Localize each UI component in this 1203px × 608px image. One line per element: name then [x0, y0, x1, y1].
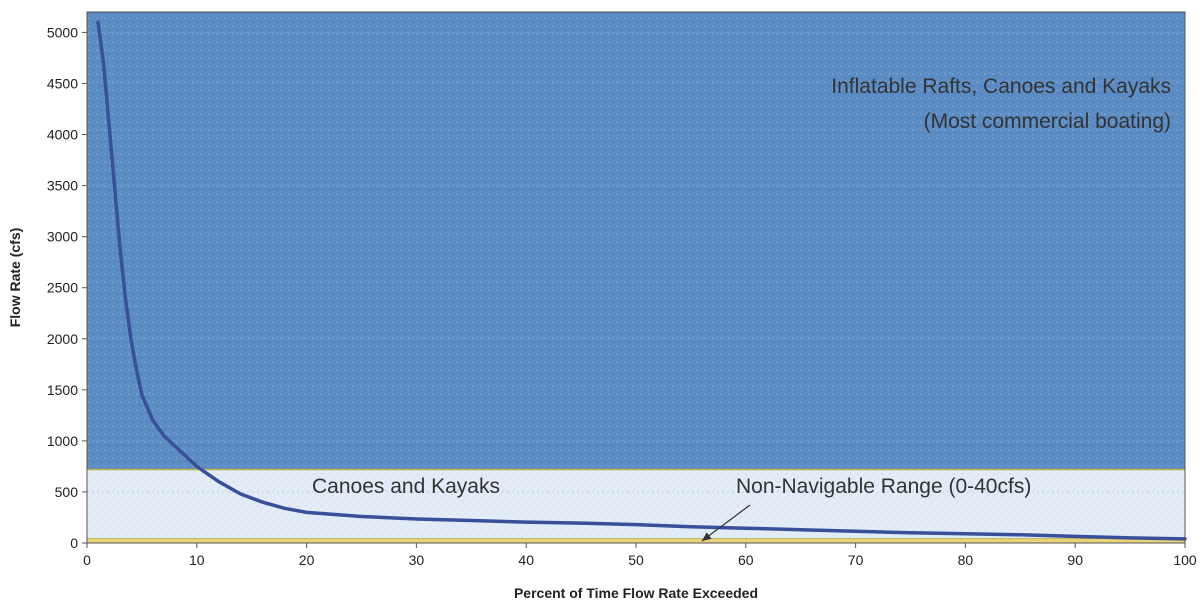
zone-bands — [87, 12, 1185, 543]
x-tick-label: 70 — [848, 552, 864, 568]
y-tick-label: 5000 — [47, 24, 78, 40]
x-axis-title: Percent of Time Flow Rate Exceeded — [514, 585, 758, 601]
rafts-zone-label-line2: (Most commercial boating) — [924, 110, 1171, 133]
y-tick-label: 4000 — [47, 127, 78, 143]
y-tick-label: 3000 — [47, 229, 78, 245]
axes: 0500100015002000250030003500400045005000… — [47, 11, 1197, 568]
non-navigable-label: Non-Navigable Range (0-40cfs) — [736, 475, 1031, 498]
x-tick-label: 60 — [738, 552, 754, 568]
y-tick-label: 500 — [55, 484, 79, 500]
y-tick-label: 2000 — [47, 331, 78, 347]
y-axis-title: Flow Rate (cfs) — [7, 228, 23, 328]
y-tick-label: 1500 — [47, 382, 78, 398]
x-tick-label: 0 — [83, 552, 91, 568]
x-tick-label: 80 — [958, 552, 974, 568]
x-tick-label: 90 — [1067, 552, 1083, 568]
x-tick-label: 10 — [189, 552, 205, 568]
flow-duration-line — [96, 20, 1187, 541]
x-tick-label: 40 — [518, 552, 534, 568]
y-tick-label: 1000 — [47, 433, 78, 449]
band-0 — [87, 12, 1185, 470]
y-tick-label: 0 — [70, 535, 78, 551]
rafts-zone-label-line1: Inflatable Rafts, Canoes and Kayaks — [831, 75, 1171, 98]
canoes-zone-label: Canoes and Kayaks — [312, 475, 500, 498]
non-navigable-band — [87, 538, 1185, 543]
y-tick-label: 2500 — [47, 280, 78, 296]
non-navigable-arrow — [701, 504, 751, 542]
x-tick-label: 50 — [628, 552, 644, 568]
y-tick-label: 4500 — [47, 75, 78, 91]
non-navigable-arrowhead — [701, 532, 712, 541]
y-tick-label: 3500 — [47, 178, 78, 194]
series-layer — [96, 20, 1187, 541]
x-tick-label: 20 — [299, 552, 315, 568]
x-tick-label: 30 — [409, 552, 425, 568]
x-tick-label: 100 — [1173, 552, 1197, 568]
